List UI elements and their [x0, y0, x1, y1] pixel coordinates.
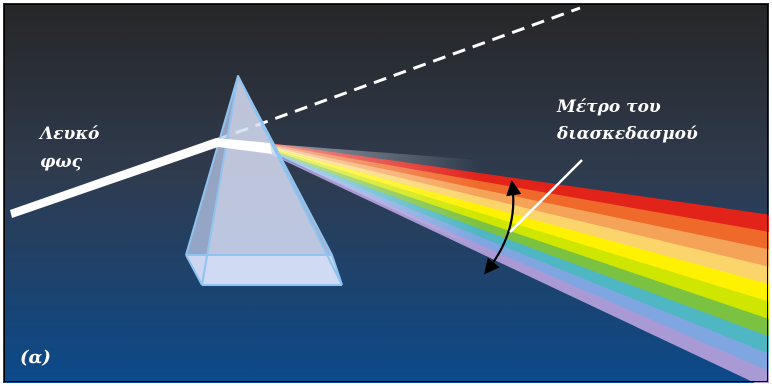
- spectrum-origin-glow: [272, 144, 480, 250]
- dispersion-angle-arrow: [484, 179, 522, 275]
- incident-white-ray: [10, 138, 218, 218]
- dispersion-label-line1: Μέτρο του: [556, 97, 661, 117]
- refracted-ray-in-prism: [216, 138, 272, 154]
- prism-front-face: [202, 76, 342, 285]
- undeviated-ray-dashed: [215, 6, 581, 142]
- panel-label: (α): [20, 347, 51, 368]
- prism-edge-left-vertical: [185, 254, 203, 286]
- prism: [185, 75, 343, 286]
- dispersion-leader-line: [509, 159, 583, 233]
- white-light-label-line2: φως: [40, 152, 83, 172]
- white-light-label-line1: Λευκό: [38, 124, 99, 144]
- prism-left-face: [186, 76, 238, 285]
- prism-edge-right-vertical: [331, 254, 343, 286]
- prism-edges-outline: [185, 75, 333, 256]
- dispersion-label-line2: διασκεδασμού: [556, 124, 698, 144]
- prism-base-band: [186, 255, 342, 285]
- prism-scene: Λευκό φως Μέτρο του διασκεδασμού (α): [3, 3, 769, 383]
- prism-edge-front-right: [237, 75, 343, 286]
- prism-edge-front-left: [201, 75, 239, 286]
